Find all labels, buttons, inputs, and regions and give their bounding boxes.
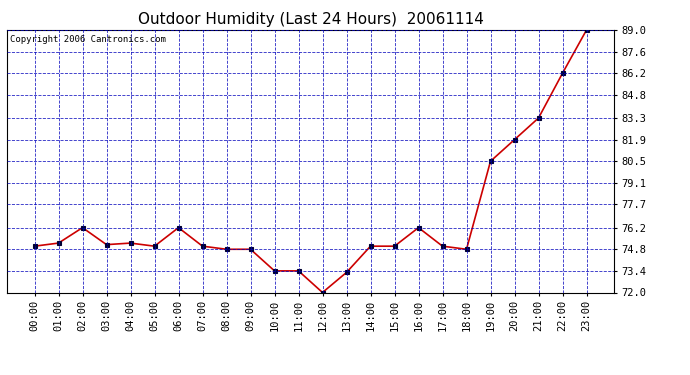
Text: Copyright 2006 Cantronics.com: Copyright 2006 Cantronics.com — [10, 35, 166, 44]
Title: Outdoor Humidity (Last 24 Hours)  20061114: Outdoor Humidity (Last 24 Hours) 2006111… — [137, 12, 484, 27]
